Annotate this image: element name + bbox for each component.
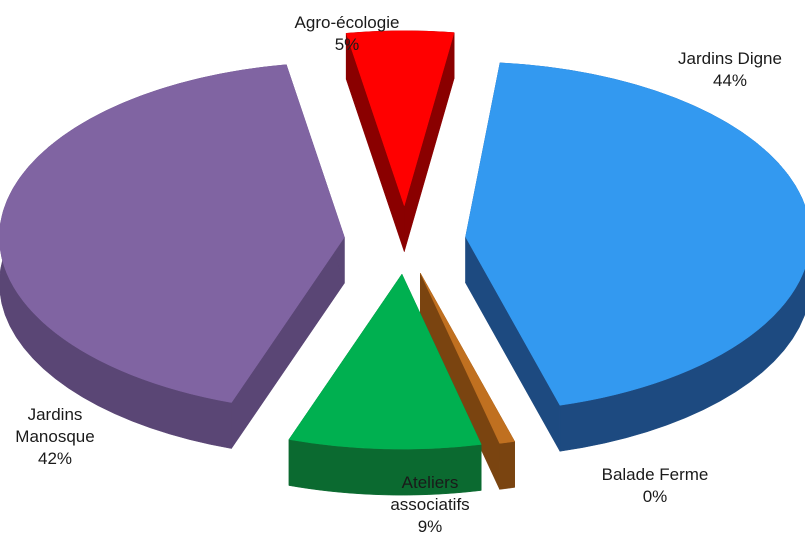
label-agro-ecologie: Agro-écologie 5% [262,12,432,56]
percent-label: 42% [37,449,73,468]
pie-slice-top [288,273,482,450]
label-line: Jardins [27,405,83,424]
pie-slice-top [345,30,455,207]
percent-label: 9% [417,517,443,536]
pie-slice [420,272,516,490]
label-jardins-manosque: Jardins Manosque 42% [0,404,110,470]
label-balade-ferme: Balade Ferme 0% [565,464,745,508]
percent-label: 0% [642,487,668,506]
pie-slice [465,62,805,453]
label-line: Manosque [15,427,95,446]
percent-label: 44% [712,71,748,90]
label-jardins-digne: Jardins Digne 44% [640,48,805,92]
pie-slice [0,64,345,450]
pie-slice [288,273,482,496]
label-line: Balade Ferme [601,465,709,484]
pie-slice [345,30,455,252]
pie-slice-top [420,272,516,444]
percent-label: 5% [334,35,360,54]
label-ateliers-associatifs: Ateliers associatifs 9% [350,472,510,538]
pie-slice-top [465,62,805,406]
label-line: associatifs [390,495,470,514]
label-line: Jardins Digne [678,49,782,68]
label-line: Ateliers [401,473,459,492]
label-line: Agro-écologie [294,13,400,32]
pie-slice-top [0,64,345,403]
